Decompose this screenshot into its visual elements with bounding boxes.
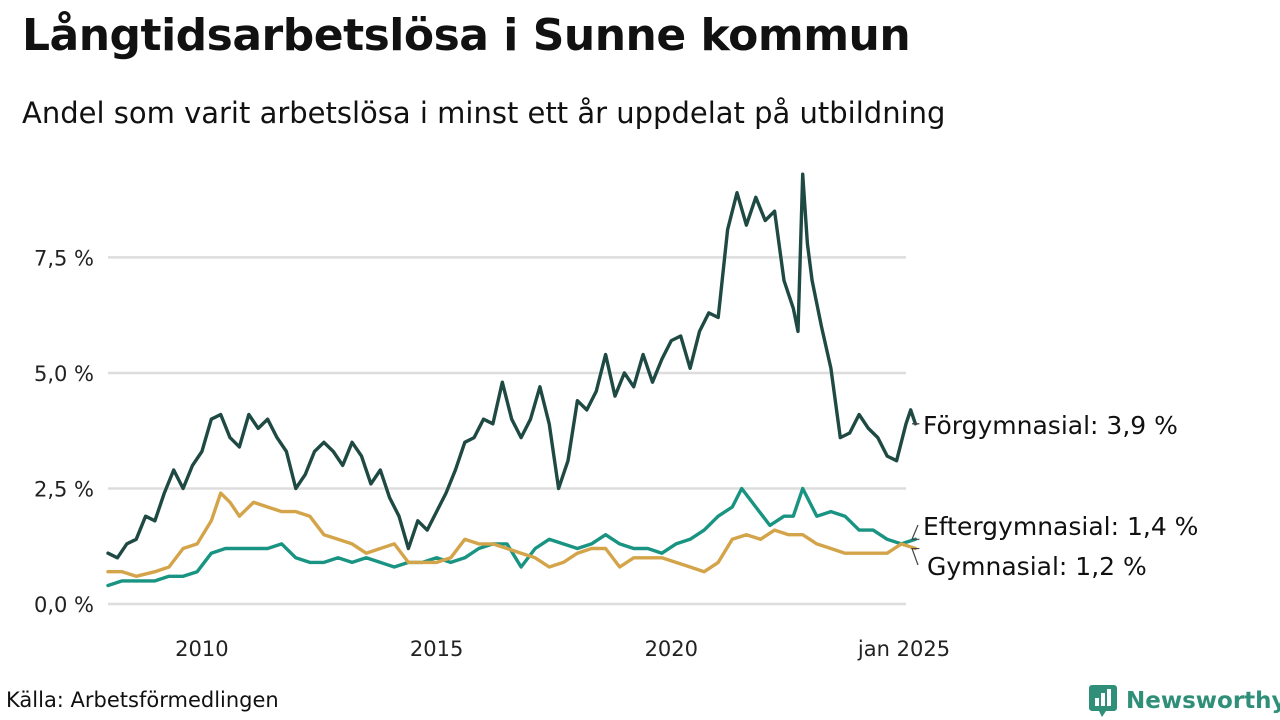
brand-name: Newsworthy bbox=[1126, 688, 1280, 714]
series-line-gymnasial bbox=[106, 491, 918, 578]
series-line-eftergymnasial bbox=[106, 486, 918, 588]
y-axis-tick-labels: 0,0 % 2,5 % 5,0 % 7,5 % bbox=[34, 246, 94, 617]
x-tick-label: jan 2025 bbox=[857, 637, 950, 661]
x-axis-tick-labels: 2010 2015 2020 jan 2025 bbox=[175, 637, 950, 661]
series-lines bbox=[106, 172, 918, 588]
y-tick-label: 7,5 % bbox=[34, 246, 94, 270]
brand-logo: Newsworthy bbox=[1088, 684, 1280, 718]
source-note: Källa: Arbetsförmedlingen bbox=[6, 688, 279, 712]
x-tick-label: 2020 bbox=[645, 637, 698, 661]
label-leader-line bbox=[911, 547, 920, 566]
chart-subtitle: Andel som varit arbetslösa i minst ett å… bbox=[22, 96, 946, 130]
series-label-eftergymnasial: Eftergymnasial: 1,4 % bbox=[923, 512, 1198, 541]
label-leader-line bbox=[911, 524, 920, 540]
chart-title: Långtidsarbetslösa i Sunne kommun bbox=[22, 10, 911, 61]
newsworthy-logo-icon bbox=[1089, 685, 1117, 717]
series-line-forgymnasial bbox=[106, 172, 918, 560]
series-label-gymnasial: Gymnasial: 1,2 % bbox=[927, 552, 1147, 581]
series-end-labels: Förgymnasial: 3,9 % Eftergymnasial: 1,4 %… bbox=[911, 411, 1198, 581]
y-tick-label: 0,0 % bbox=[34, 593, 94, 617]
gridlines bbox=[108, 256, 906, 606]
x-tick-label: 2015 bbox=[410, 637, 463, 661]
y-tick-label: 2,5 % bbox=[34, 477, 94, 501]
y-tick-label: 5,0 % bbox=[34, 362, 94, 386]
x-tick-label: 2010 bbox=[175, 637, 228, 661]
series-label-forgymnasial: Förgymnasial: 3,9 % bbox=[923, 411, 1178, 440]
